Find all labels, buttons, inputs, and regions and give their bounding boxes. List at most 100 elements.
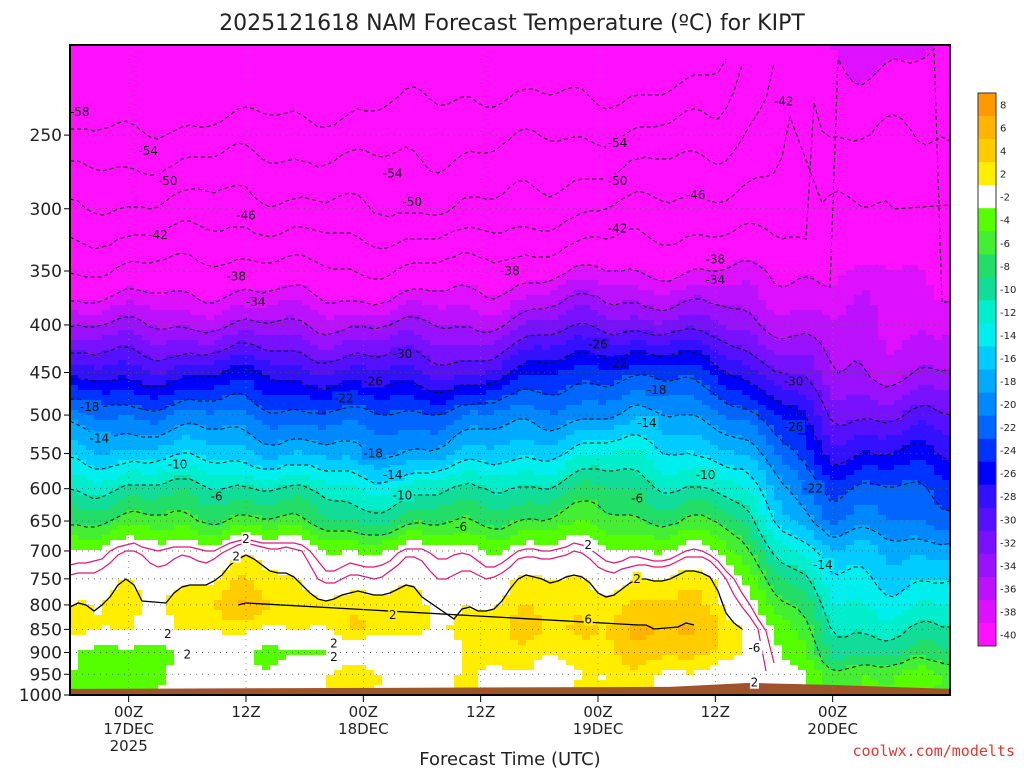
field-cell bbox=[286, 370, 295, 376]
field-cell bbox=[142, 135, 151, 141]
field-cell bbox=[262, 365, 271, 371]
field-cell bbox=[278, 660, 287, 666]
field-cell bbox=[222, 145, 231, 151]
field-cell bbox=[134, 500, 143, 506]
field-cell bbox=[174, 550, 183, 556]
field-cell bbox=[190, 495, 199, 501]
field-cell bbox=[286, 250, 295, 256]
field-cell bbox=[278, 120, 287, 126]
field-cell bbox=[318, 80, 327, 86]
field-cell bbox=[126, 465, 135, 471]
field-cell bbox=[214, 510, 223, 516]
field-cell bbox=[342, 545, 351, 551]
field-cell bbox=[174, 570, 183, 576]
field-cell bbox=[158, 605, 167, 611]
field-cell bbox=[302, 660, 311, 666]
field-cell bbox=[358, 370, 367, 376]
field-cell bbox=[286, 520, 295, 526]
field-cell bbox=[86, 630, 95, 636]
field-cell bbox=[326, 600, 335, 606]
field-cell bbox=[126, 640, 135, 646]
field-cell bbox=[174, 140, 183, 146]
field-cell bbox=[358, 680, 367, 686]
field-cell bbox=[254, 495, 263, 501]
field-cell bbox=[278, 330, 287, 336]
field-cell bbox=[310, 240, 319, 246]
field-cell bbox=[310, 485, 319, 491]
field-cell bbox=[302, 620, 311, 626]
field-cell bbox=[358, 435, 367, 441]
field-cell bbox=[206, 360, 215, 366]
field-cell bbox=[142, 575, 151, 581]
field-cell bbox=[262, 225, 271, 231]
field-cell bbox=[182, 635, 191, 641]
field-cell bbox=[238, 670, 247, 676]
field-cell bbox=[270, 50, 279, 56]
field-cell bbox=[302, 335, 311, 341]
field-cell bbox=[118, 345, 127, 351]
field-cell bbox=[174, 375, 183, 381]
field-cell bbox=[318, 255, 327, 261]
field-cell bbox=[198, 355, 207, 361]
field-cell bbox=[294, 495, 303, 501]
field-cell bbox=[262, 135, 271, 141]
field-cell bbox=[238, 595, 247, 601]
field-cell bbox=[358, 635, 367, 641]
field-cell bbox=[86, 205, 95, 211]
field-cell bbox=[358, 325, 367, 331]
field-cell bbox=[102, 75, 111, 81]
field-cell bbox=[342, 160, 351, 166]
field-cell bbox=[350, 250, 359, 256]
field-cell bbox=[118, 450, 127, 456]
field-cell bbox=[166, 565, 175, 571]
field-cell bbox=[174, 625, 183, 631]
field-cell bbox=[70, 315, 79, 321]
field-cell bbox=[86, 295, 95, 301]
field-cell bbox=[342, 380, 351, 386]
field-cell bbox=[246, 500, 255, 506]
field-cell bbox=[86, 190, 95, 196]
field-cell bbox=[182, 595, 191, 601]
field-cell bbox=[158, 610, 167, 616]
field-cell bbox=[294, 395, 303, 401]
field-cell bbox=[86, 180, 95, 186]
field-cell bbox=[150, 430, 159, 436]
field-cell bbox=[198, 435, 207, 441]
field-cell bbox=[134, 250, 143, 256]
field-cell bbox=[166, 110, 175, 116]
field-cell bbox=[214, 90, 223, 96]
field-cell bbox=[342, 105, 351, 111]
field-cell bbox=[158, 655, 167, 661]
field-cell bbox=[254, 340, 263, 346]
field-cell bbox=[126, 350, 135, 356]
field-cell bbox=[222, 435, 231, 441]
field-cell bbox=[262, 90, 271, 96]
field-cell bbox=[78, 520, 87, 526]
field-cell bbox=[246, 435, 255, 441]
field-cell bbox=[102, 300, 111, 306]
field-cell bbox=[134, 230, 143, 236]
field-cell bbox=[86, 640, 95, 646]
field-cell bbox=[110, 580, 119, 586]
field-cell bbox=[254, 235, 263, 241]
field-cell bbox=[342, 660, 351, 666]
field-cell bbox=[270, 335, 279, 341]
field-cell bbox=[78, 515, 87, 521]
field-cell bbox=[94, 160, 103, 166]
field-cell bbox=[94, 675, 103, 681]
field-cell bbox=[102, 65, 111, 71]
field-cell bbox=[318, 150, 327, 156]
field-cell bbox=[198, 425, 207, 431]
field-cell bbox=[206, 540, 215, 546]
field-cell bbox=[294, 435, 303, 441]
field-cell bbox=[182, 435, 191, 441]
field-cell bbox=[126, 140, 135, 146]
field-cell bbox=[78, 50, 87, 56]
field-cell bbox=[134, 430, 143, 436]
field-cell bbox=[334, 240, 343, 246]
field-cell bbox=[190, 210, 199, 216]
field-cell bbox=[86, 55, 95, 61]
field-cell bbox=[134, 190, 143, 196]
field-cell bbox=[254, 650, 263, 656]
field-cell bbox=[270, 135, 279, 141]
